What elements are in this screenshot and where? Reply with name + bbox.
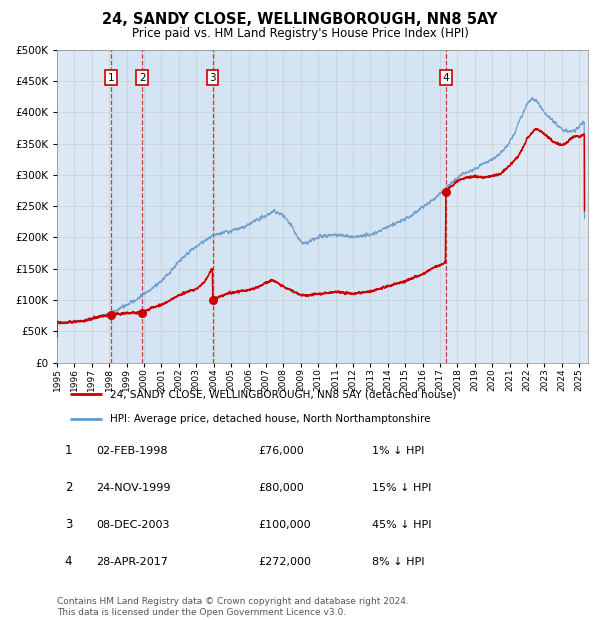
Text: £76,000: £76,000 xyxy=(258,446,304,456)
Text: HPI: Average price, detached house, North Northamptonshire: HPI: Average price, detached house, Nort… xyxy=(110,414,431,424)
Text: 1: 1 xyxy=(65,444,72,456)
Text: 24, SANDY CLOSE, WELLINGBOROUGH, NN8 5AY: 24, SANDY CLOSE, WELLINGBOROUGH, NN8 5AY xyxy=(102,12,498,27)
Text: 24, SANDY CLOSE, WELLINGBOROUGH, NN8 5AY (detached house): 24, SANDY CLOSE, WELLINGBOROUGH, NN8 5AY… xyxy=(110,389,457,399)
Text: 02-FEB-1998: 02-FEB-1998 xyxy=(96,446,167,456)
Text: 24-NOV-1999: 24-NOV-1999 xyxy=(96,483,170,493)
Text: 1% ↓ HPI: 1% ↓ HPI xyxy=(372,446,424,456)
Text: 8% ↓ HPI: 8% ↓ HPI xyxy=(372,557,425,567)
Text: 3: 3 xyxy=(209,73,216,83)
Text: Contains HM Land Registry data © Crown copyright and database right 2024.
This d: Contains HM Land Registry data © Crown c… xyxy=(57,598,409,617)
Text: 2: 2 xyxy=(65,481,72,494)
Text: 2: 2 xyxy=(139,73,146,83)
Text: Price paid vs. HM Land Registry's House Price Index (HPI): Price paid vs. HM Land Registry's House … xyxy=(131,27,469,40)
Text: 45% ↓ HPI: 45% ↓ HPI xyxy=(372,520,431,530)
Text: 3: 3 xyxy=(65,518,72,531)
Text: 4: 4 xyxy=(65,556,72,568)
Text: £272,000: £272,000 xyxy=(258,557,311,567)
Text: 15% ↓ HPI: 15% ↓ HPI xyxy=(372,483,431,493)
Text: 1: 1 xyxy=(107,73,114,83)
Text: 4: 4 xyxy=(442,73,449,83)
Text: 08-DEC-2003: 08-DEC-2003 xyxy=(96,520,170,530)
Bar xyxy=(111,50,446,363)
Text: £80,000: £80,000 xyxy=(258,483,304,493)
Text: £100,000: £100,000 xyxy=(258,520,311,530)
Text: 28-APR-2017: 28-APR-2017 xyxy=(96,557,168,567)
